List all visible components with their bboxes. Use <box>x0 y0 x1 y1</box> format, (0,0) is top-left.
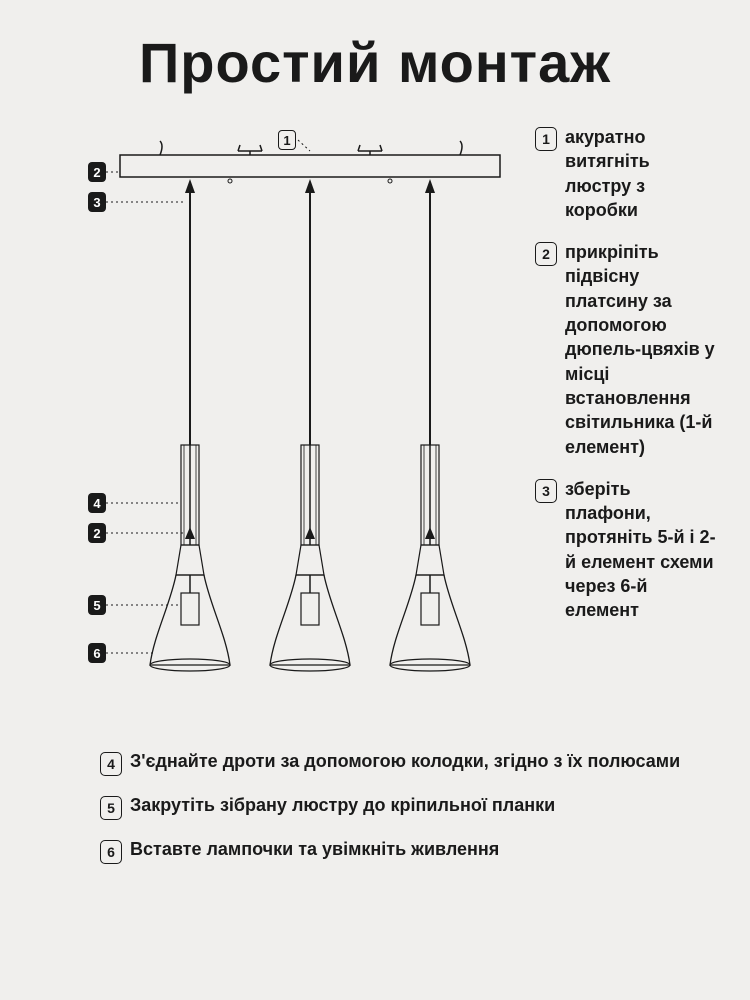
side-steps: 1 акуратно витягніть люстру з коробки 2 при… <box>535 115 720 725</box>
callout-dark: 4 <box>88 493 106 513</box>
step-text: Закрутіть зібрану люстру до кріпильної п… <box>130 794 555 817</box>
page-title: Простий монтаж <box>30 30 720 95</box>
step-number: 3 <box>535 479 557 503</box>
step-bottom: 4 З'єднайте дроти за допомогою колодки, з… <box>100 750 700 776</box>
callout-dark: 3 <box>88 192 106 212</box>
step-text: акуратно витягніть люстру з коробки <box>565 125 720 222</box>
step-number: 6 <box>100 840 122 864</box>
step-number: 4 <box>100 752 122 776</box>
callout-dark: 2 <box>88 162 106 182</box>
step-text: Вставте лампочки та увімкніть живлення <box>130 838 499 861</box>
step-bottom: 5 Закрутіть зібрану люстру до кріпильної … <box>100 794 700 820</box>
step-bottom: 6 Вставте лампочки та увімкніть живлення <box>100 838 700 864</box>
step-side: 2 прикріпіть підвісну платсину за допомог… <box>535 240 720 459</box>
callout-dark: 2 <box>88 523 106 543</box>
step-number: 2 <box>535 242 557 266</box>
bottom-steps: 4 З'єднайте дроти за допомогою колодки, з… <box>100 750 700 864</box>
callout-dark: 6 <box>88 643 106 663</box>
callout-dark: 5 <box>88 595 106 615</box>
step-number: 1 <box>535 127 557 151</box>
step-number: 5 <box>100 796 122 820</box>
callout-light: 1 <box>278 130 296 150</box>
step-text: прикріпіть підвісну платсину за допомого… <box>565 240 720 459</box>
step-side: 3 зберіть плафони, протяніть 5-й і 2-й ел… <box>535 477 720 623</box>
diagram-area: 2 3 4 2 5 6 1 <box>30 115 520 725</box>
main-row: 2 3 4 2 5 6 1 1 акуратно витягніть люстру з кор… <box>30 115 720 725</box>
step-text: З'єднайте дроти за допомогою колодки, зг… <box>130 750 680 773</box>
step-text: зберіть плафони, протяніть 5-й і 2-й еле… <box>565 477 720 623</box>
step-side: 1 акуратно витягніть люстру з коробки <box>535 125 720 222</box>
